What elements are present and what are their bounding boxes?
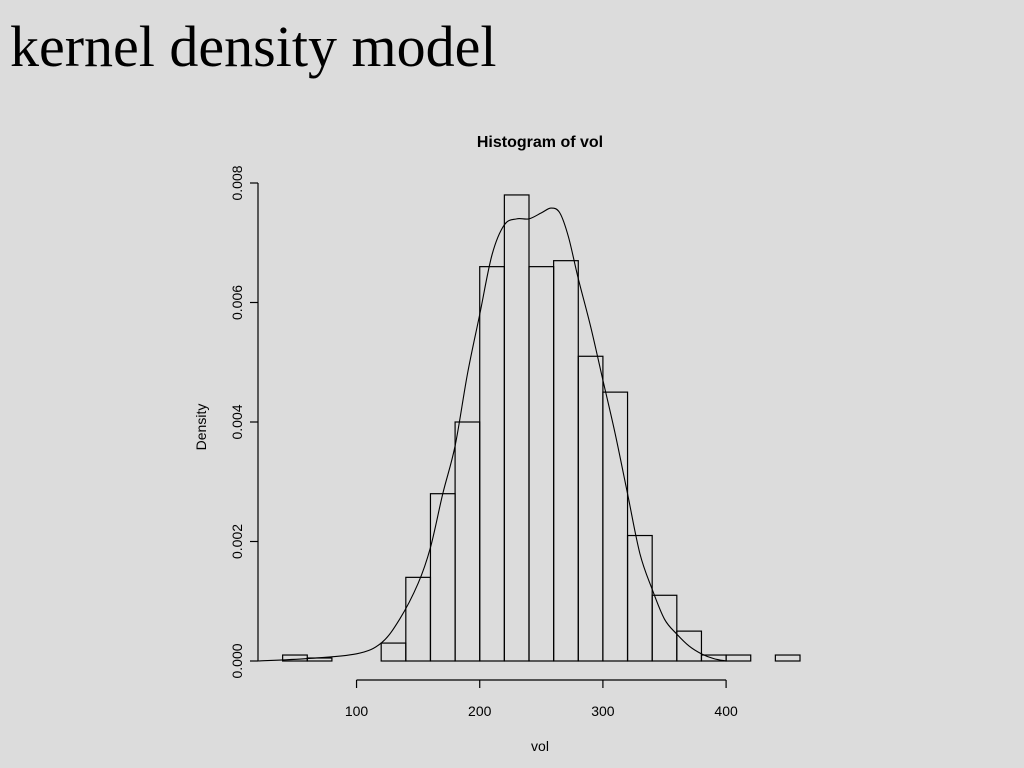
histogram-bar-20 bbox=[774, 654, 801, 662]
histogram-bar-10 bbox=[528, 266, 555, 662]
y-tick-label: 0.006 bbox=[229, 285, 245, 320]
histogram-bar-4 bbox=[380, 642, 407, 662]
slide-title: kernel density model bbox=[10, 14, 497, 79]
x-tick-label: 300 bbox=[591, 703, 615, 719]
histogram-bar-11 bbox=[553, 260, 579, 662]
y-tick-label: 0.000 bbox=[229, 643, 245, 678]
y-tick-label: 0.002 bbox=[229, 524, 245, 559]
x-tick-label: 200 bbox=[468, 703, 492, 719]
density-curve bbox=[257, 207, 727, 662]
y-axis-label: Density bbox=[193, 404, 209, 451]
histogram-bar-9 bbox=[503, 194, 530, 662]
y-tick-label: 0.008 bbox=[229, 165, 245, 200]
histogram-bar-15 bbox=[651, 594, 678, 662]
x-tick-label: 100 bbox=[345, 703, 369, 719]
x-tick-label: 400 bbox=[714, 703, 738, 719]
histogram-bar-12 bbox=[577, 355, 604, 662]
histogram-bar-7 bbox=[454, 421, 481, 662]
histogram-bar-6 bbox=[429, 493, 456, 662]
histogram-bars bbox=[282, 194, 801, 662]
y-axis: 0.000 0.002 0.004 0.006 0.008 bbox=[229, 165, 259, 679]
x-axis-label: vol bbox=[531, 738, 549, 754]
histogram-bar-18 bbox=[725, 654, 752, 662]
chart-title: Histogram of vol bbox=[477, 134, 603, 151]
histogram-bar-16 bbox=[676, 630, 703, 662]
histogram-bar-8 bbox=[479, 266, 505, 662]
histogram-bar-5 bbox=[405, 576, 432, 662]
y-tick-label: 0.004 bbox=[229, 404, 245, 439]
histogram-bar-13 bbox=[602, 391, 629, 662]
x-axis: 100 200 300 400 bbox=[345, 679, 738, 719]
